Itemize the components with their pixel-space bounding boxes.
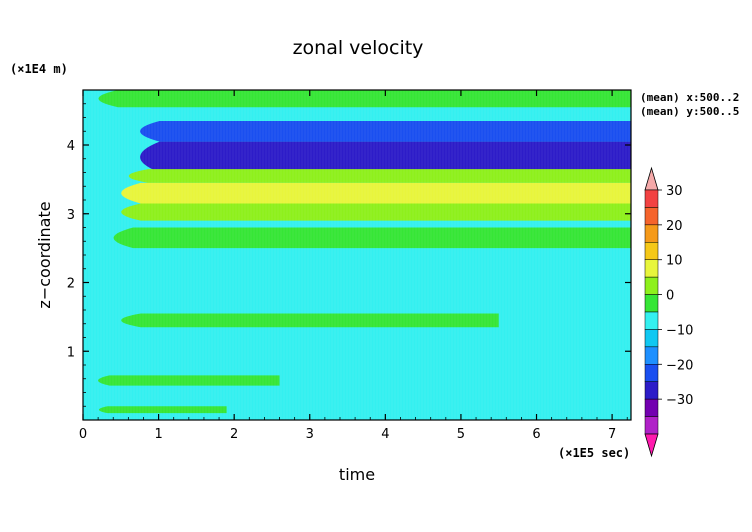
colorbar-segment [644, 311, 659, 330]
colorbar-segment [644, 416, 659, 435]
colorbar-segment [644, 259, 659, 278]
colorbar-tick-label: −30 [666, 393, 693, 408]
x-tick-label: 0 [79, 427, 87, 442]
contour-band-0 [98, 90, 631, 108]
colorbar-tick-label: −10 [666, 323, 693, 338]
colorbar: 30 20 10 0 −10 −20 −30 [644, 166, 693, 458]
colorbar-segment [644, 364, 659, 382]
contour-band-7 [121, 313, 499, 328]
contour-band-9 [98, 406, 227, 414]
contour-band-4 [121, 182, 631, 204]
y-unit-label: (×1E4 m) [10, 62, 68, 76]
mean-y-annotation: (mean) y:500..5 [640, 105, 739, 118]
x-tick-label: 4 [381, 427, 389, 442]
colorbar-tick-label: −20 [666, 358, 693, 373]
colorbar-segment [644, 346, 659, 365]
contour-band-3 [128, 169, 631, 183]
colorbar-segment [644, 398, 659, 417]
x-tick-label: 1 [154, 427, 162, 442]
y-tick-label: 1 [67, 345, 75, 360]
y-tick-label: 3 [67, 208, 75, 223]
y-tick-label: 4 [67, 139, 75, 154]
y-tick-label: 2 [67, 277, 75, 292]
chart-title: zonal velocity [293, 37, 424, 59]
colorbar-tick-label: 0 [666, 289, 674, 304]
x-tick-label: 5 [457, 427, 465, 442]
contour-band-1 [140, 120, 631, 142]
colorbar-segment [644, 294, 659, 313]
plot-area [83, 90, 631, 420]
colorbar-segment [644, 207, 659, 226]
x-tick-label: 6 [532, 427, 540, 442]
colorbar-tick-label: 30 [666, 184, 683, 199]
x-axis-label: time [339, 465, 375, 484]
mean-x-annotation: (mean) x:500..2 [640, 91, 739, 104]
y-axis-label: z−coordinate [35, 201, 54, 308]
contour-band-5 [121, 203, 631, 221]
colorbar-segment [644, 381, 659, 400]
contour-band-2 [140, 141, 631, 173]
x-unit-label: (×1E5 sec) [558, 446, 630, 460]
x-tick-label: 3 [306, 427, 314, 442]
x-tick-label: 2 [230, 427, 238, 442]
colorbar-tick-label: 20 [666, 219, 683, 234]
colorbar-extend-top [644, 166, 659, 191]
colorbar-segment [644, 224, 659, 243]
y-axis: 1 2 3 4 [67, 103, 631, 407]
colorbar-segment [644, 242, 659, 260]
colorbar-segment [644, 189, 659, 208]
x-axis: 0 1 2 3 4 5 6 7 [79, 90, 628, 442]
colorbar-tick-label: 10 [666, 254, 683, 269]
colorbar-segment [644, 329, 659, 348]
x-tick-label: 7 [608, 427, 616, 442]
contour-band-8 [98, 375, 280, 386]
colorbar-segment [644, 276, 659, 295]
colorbar-extend-bottom [644, 433, 659, 458]
contour-band-6 [113, 227, 631, 249]
